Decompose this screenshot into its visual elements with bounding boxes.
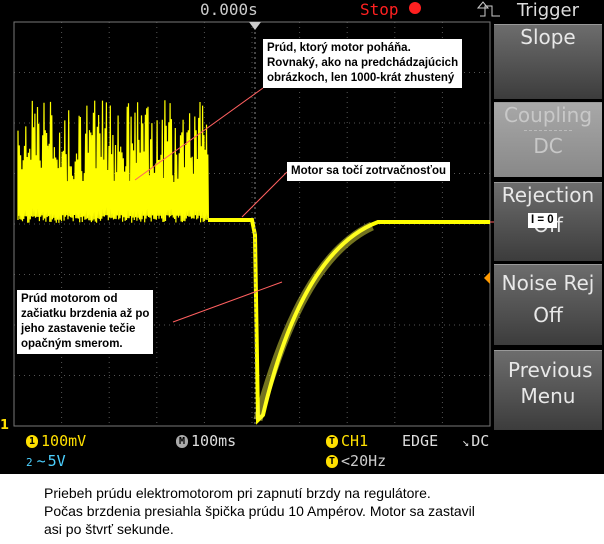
waveform-trace	[208, 218, 490, 425]
caption: Priebeh prúdu elektromotorom pri zapnutí…	[44, 484, 475, 538]
text-line: jeho zastavenie tečie	[21, 323, 136, 335]
menu-previous[interactable]: Previous Menu	[494, 350, 602, 430]
menu-label: Coupling	[503, 103, 593, 127]
trigger-filter-text: <20Hz	[341, 452, 387, 470]
timebase-offset: 0.000s	[200, 0, 258, 19]
stop-icon	[409, 2, 421, 14]
trigger-icon	[476, 1, 490, 9]
ac-glyph: ~	[36, 452, 46, 470]
menu-value: Off	[533, 303, 563, 327]
annotation: I = 0	[528, 213, 557, 228]
trigger-level-marker	[484, 272, 490, 284]
badge: 1	[26, 435, 39, 448]
menu-label: Slope	[520, 25, 576, 49]
annotation: Prúd, ktorý motor poháňa. Rovnaký, ako na…	[263, 39, 463, 88]
ch2-scale-text: 5V	[47, 452, 66, 470]
trigger-type: EDGE	[402, 432, 439, 450]
ch1-scale: 1 100mV	[26, 432, 86, 450]
annotation: Prúd motorom od začiatku brzdenia až po je…	[17, 290, 154, 354]
text-line: asi po štvrť sekunde.	[44, 521, 174, 537]
annotation-pointer	[241, 171, 288, 218]
trigger-coupling: ↘ DC	[462, 432, 489, 450]
channel-marker: 1	[0, 418, 10, 433]
menu-label: Noise Rej	[501, 271, 595, 295]
annotation-pointer	[134, 87, 264, 181]
text-line: začiatku brzdenia až po	[21, 308, 150, 320]
waveform-noise	[17, 100, 209, 223]
run-status: Stop	[360, 0, 399, 19]
text-line: opačným smerom.	[21, 338, 123, 350]
ch1-scale-text: 100mV	[41, 432, 87, 450]
text-line: Motor sa točí zotrvačnosťou	[291, 165, 447, 177]
badge: M	[176, 435, 189, 448]
menu-label: Rejection	[501, 183, 595, 207]
text-line: Prúd, ktorý motor poháňa.	[267, 42, 411, 54]
trigger-source: T CH1	[326, 432, 368, 450]
text-line: Počas brzdenia presiahla špička prúdu 10…	[44, 503, 475, 519]
ch2-scale: 2 ~5V	[26, 452, 66, 470]
badge: T	[326, 435, 339, 448]
trigger-position-marker	[249, 22, 261, 30]
menu-value: DC	[533, 134, 563, 158]
annotation: Motor sa točí zotrvačnosťou	[287, 162, 451, 181]
time-scale-text: 100ms	[191, 432, 237, 450]
menu-slope[interactable]: Slope	[494, 24, 602, 99]
slope-glyph: ↘	[462, 435, 470, 449]
trigger-source-text: CH1	[341, 432, 369, 450]
text-line: I = 0	[531, 214, 554, 226]
text-line: Prúd motorom od	[21, 293, 118, 305]
menu-label: Previous Menu	[508, 358, 593, 408]
ch2-badge: 2	[26, 456, 33, 469]
text-line: obrázkoch, len 1000-krát zhustený	[267, 72, 455, 84]
edge-icon	[480, 5, 500, 17]
trigger-filter: T <20Hz	[326, 452, 386, 470]
menu-title: Trigger	[516, 0, 580, 21]
text-line: Priebeh prúdu elektromotorom pri zapnutí…	[44, 485, 431, 501]
text-line: Rovnaký, ako na predchádzajúcich	[267, 57, 459, 69]
trigger-coupling-text: DC	[471, 432, 490, 450]
badge: T	[326, 455, 339, 468]
menu-coupling[interactable]: Coupling DC	[494, 102, 602, 177]
waveform-trace-blur	[253, 221, 374, 422]
menu-noise-rej[interactable]: Noise Rej Off	[494, 264, 602, 345]
annotation-pointer	[172, 281, 283, 323]
time-scale: M 100ms	[176, 432, 236, 450]
